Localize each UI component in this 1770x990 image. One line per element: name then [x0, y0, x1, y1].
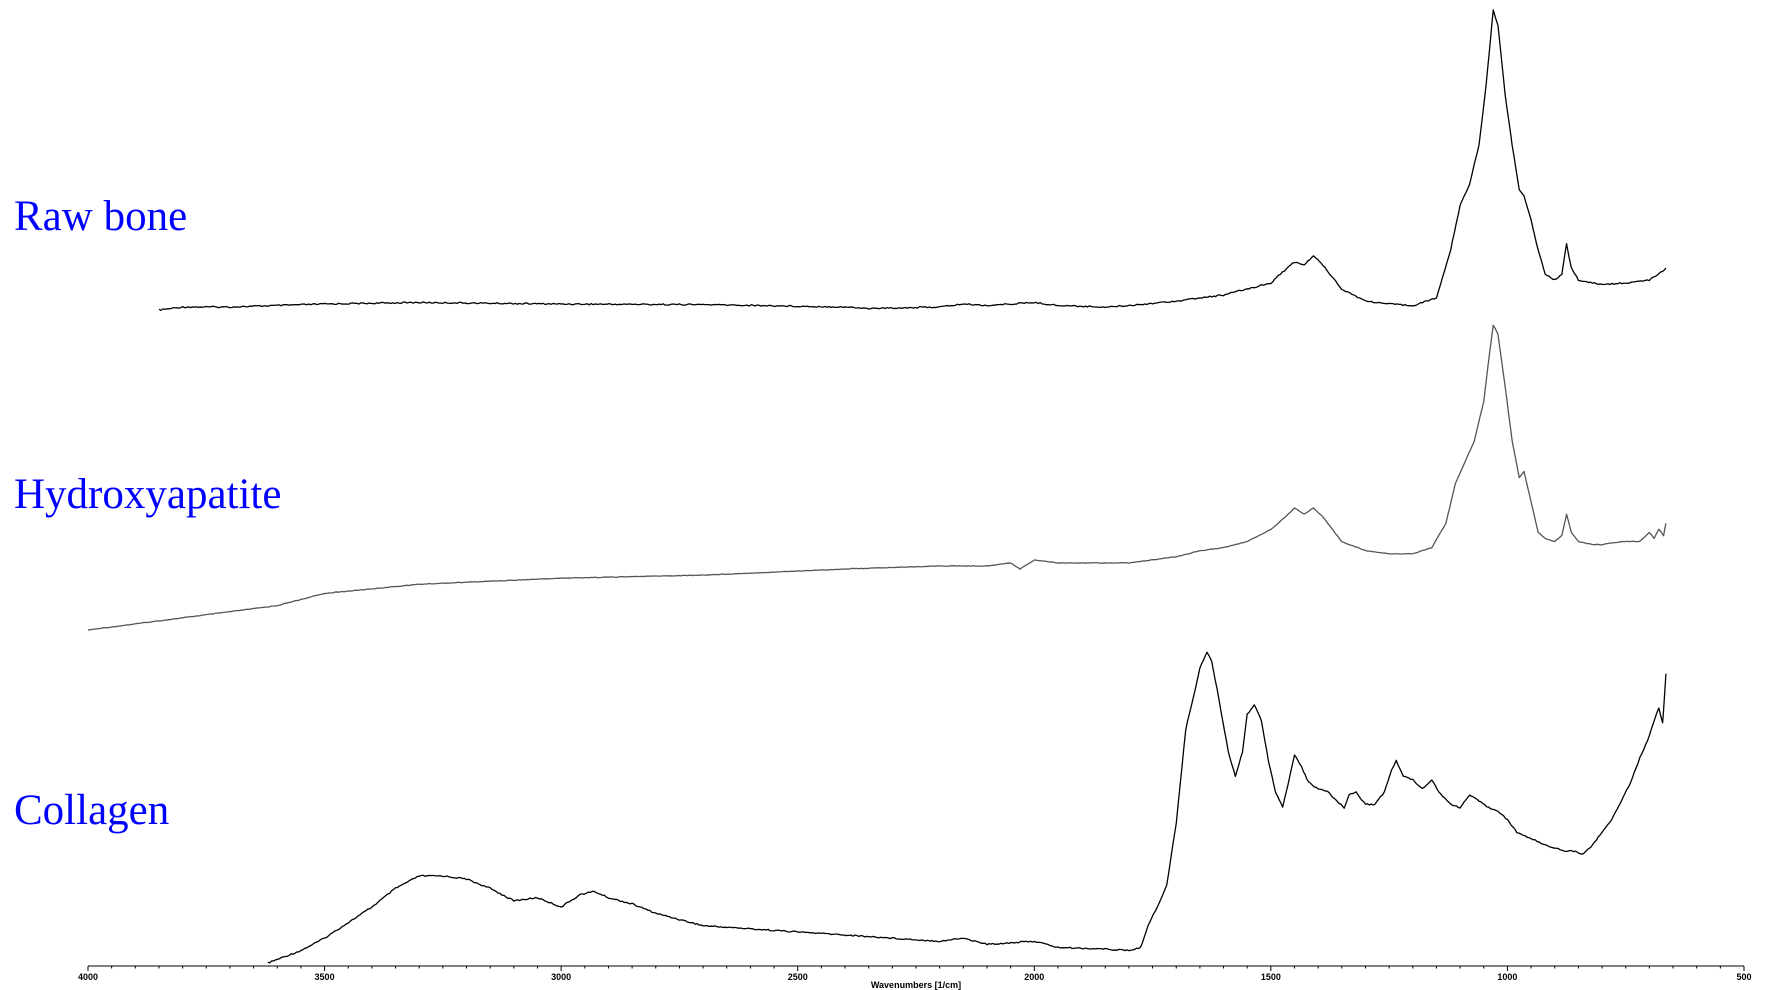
series-label-layer: Raw bone Hydroxyapatite Collagen	[14, 193, 281, 834]
series-line-hydroxyapatite	[87, 324, 1667, 631]
series-line-raw-bone	[158, 9, 1667, 311]
x-tick-label: 4000	[78, 972, 98, 982]
series-label-hydroxyapatite: Hydroxyapatite	[14, 471, 281, 518]
series-line-collagen	[267, 651, 1667, 964]
x-tick-label: 3500	[315, 972, 335, 982]
series-label-collagen: Collagen	[14, 787, 169, 834]
x-axis-ticks: 4000 3500 3000 2500 2000 1500 1000 500	[78, 966, 1752, 982]
x-tick-label: 2500	[788, 972, 808, 982]
x-tick-label: 1000	[1497, 972, 1517, 982]
x-axis: 4000 3500 3000 2500 2000 1500 1000 500 Wavenumb…	[78, 965, 1752, 990]
series-layer	[87, 9, 1667, 964]
x-tick-label: 3000	[551, 972, 571, 982]
x-tick-label: 500	[1736, 972, 1751, 982]
x-tick-label: 1500	[1261, 972, 1281, 982]
x-tick-label: 2000	[1024, 972, 1044, 982]
series-label-raw-bone: Raw bone	[14, 193, 187, 240]
x-axis-title: Wavenumbers [1/cm]	[871, 980, 961, 990]
